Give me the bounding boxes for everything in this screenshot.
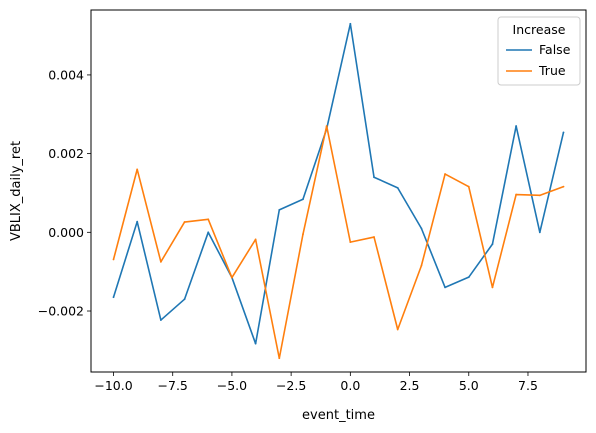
data-point-true: [420, 264, 423, 267]
x-tick-label: −7.5: [158, 378, 188, 393]
data-point-true: [183, 221, 186, 223]
x-tick-label: 7.5: [518, 378, 538, 393]
data-point-false: [467, 276, 470, 279]
y-ticks: −0.002 0.000 0.002 0.004: [38, 67, 91, 319]
data-point-false: [562, 131, 565, 134]
legend-box: [497, 16, 581, 86]
data-point-true: [373, 236, 375, 238]
data-point-true: [444, 173, 446, 175]
x-tick-label: −2.5: [276, 378, 306, 393]
series-line-true: [112, 125, 564, 360]
data-point-false: [373, 176, 375, 179]
data-point-true: [325, 125, 328, 127]
data-point-false: [444, 286, 446, 289]
data-point-true: [349, 241, 352, 244]
y-tick-label: 0.002: [48, 146, 84, 161]
data-point-true: [302, 233, 304, 236]
x-tick-label: 0.0: [340, 378, 360, 393]
data-point-false: [254, 342, 257, 345]
legend-label-false: False: [539, 42, 571, 57]
x-ticks: −10.0 −7.5 −5.0 −2.5 0.0 2.5 5.0 7.5: [94, 372, 538, 393]
data-point-false: [302, 198, 304, 201]
data-point-true: [396, 328, 399, 331]
x-axis-label: event_time: [302, 408, 375, 423]
data-point-true: [467, 185, 470, 188]
data-point-true: [231, 276, 233, 279]
data-point-false: [538, 231, 541, 234]
data-point-false: [515, 125, 518, 127]
data-point-false: [136, 220, 139, 223]
series-line-false: [112, 22, 565, 345]
y-axis-label: VBLIX_daily_ret: [9, 141, 24, 241]
data-point-true: [207, 218, 210, 221]
data-point-false: [112, 296, 115, 299]
plot-frame: [90, 9, 587, 373]
data-point-false: [349, 22, 352, 25]
legend-label-true: True: [538, 63, 566, 78]
data-point-true: [159, 260, 162, 263]
data-point-true: [491, 286, 494, 289]
data-point-false: [420, 227, 423, 230]
data-point-false: [396, 186, 399, 189]
data-point-false: [491, 243, 494, 246]
y-tick-label: 0.004: [48, 67, 84, 82]
data-point-true: [538, 194, 541, 197]
legend: Increase False True: [497, 16, 581, 86]
series-layer: [112, 22, 565, 360]
data-point-true: [515, 193, 518, 196]
x-tick-label: 2.5: [400, 378, 420, 393]
x-tick-label: 5.0: [459, 378, 479, 393]
data-point-false: [278, 208, 281, 211]
legend-title: Increase: [513, 22, 566, 37]
data-point-true: [112, 258, 115, 261]
y-tick-label: 0.000: [48, 225, 84, 240]
data-point-true: [562, 185, 565, 188]
data-point-false: [207, 231, 210, 234]
data-point-true: [278, 357, 281, 360]
data-point-false: [159, 319, 162, 321]
x-tick-label: −10.0: [94, 378, 132, 393]
data-point-true: [136, 168, 139, 171]
data-point-false: [183, 298, 186, 301]
data-point-true: [254, 238, 257, 241]
x-tick-label: −5.0: [217, 378, 247, 393]
y-tick-label: −0.002: [38, 304, 84, 319]
